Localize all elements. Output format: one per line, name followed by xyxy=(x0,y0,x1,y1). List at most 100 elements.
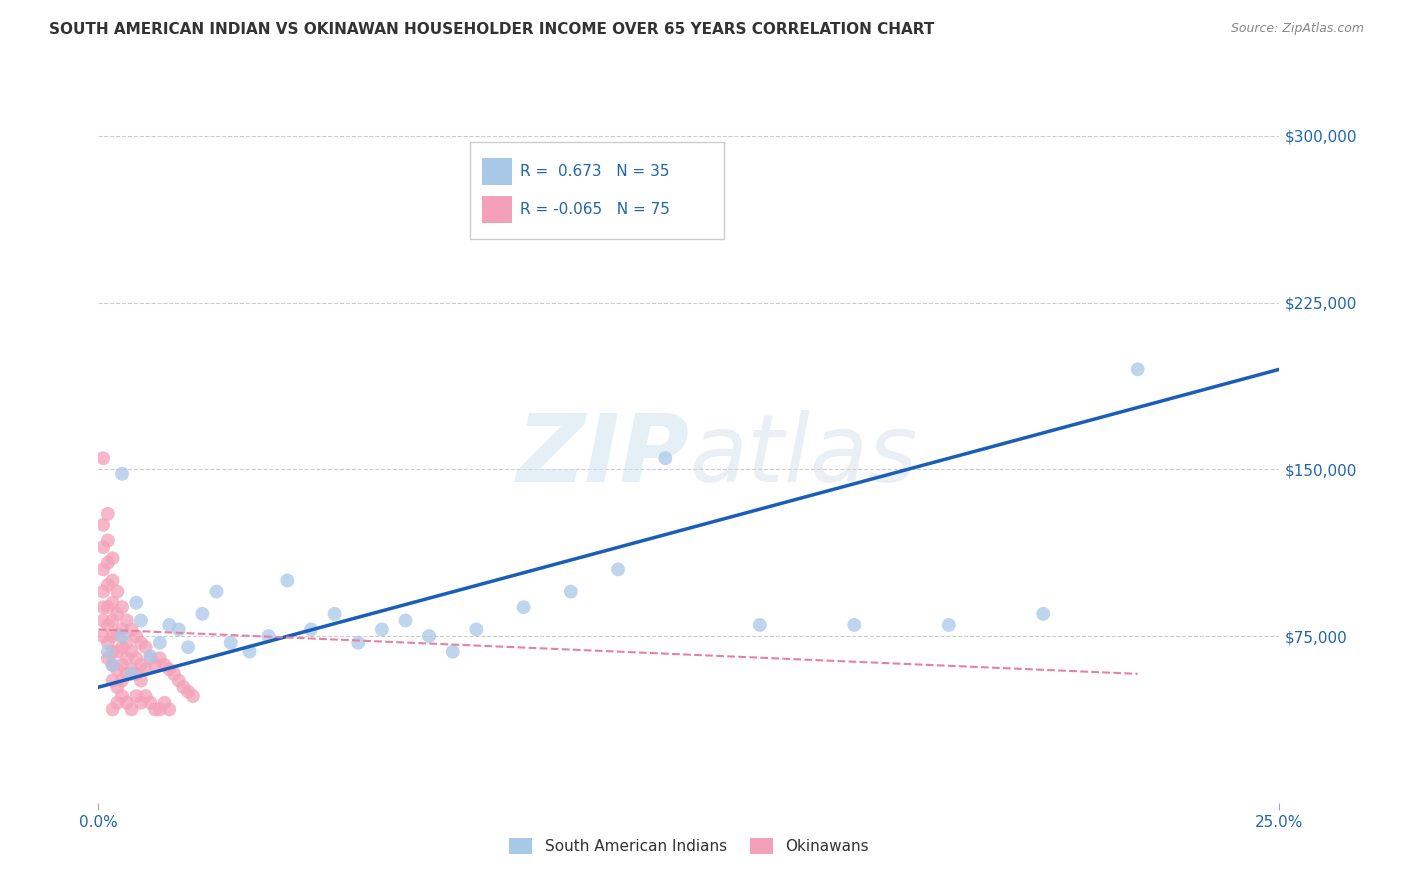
Point xyxy=(205,584,228,599)
Text: R = -0.065   N = 75: R = -0.065 N = 75 xyxy=(520,202,669,217)
Point xyxy=(111,623,134,637)
Point xyxy=(125,666,148,681)
Point xyxy=(111,467,134,481)
Bar xyxy=(482,196,512,223)
Point xyxy=(91,600,114,615)
Point xyxy=(149,651,172,665)
Point xyxy=(172,680,194,694)
Point xyxy=(97,618,120,632)
Point xyxy=(111,673,134,688)
Bar xyxy=(482,158,512,185)
Point xyxy=(101,645,124,659)
Point xyxy=(91,614,114,628)
Point xyxy=(157,662,180,676)
Point xyxy=(115,696,138,710)
Point xyxy=(139,651,162,665)
Point xyxy=(91,517,114,532)
Point xyxy=(143,657,166,672)
Text: atlas: atlas xyxy=(689,410,917,501)
Point xyxy=(276,574,298,588)
Point xyxy=(105,696,128,710)
Point xyxy=(149,636,172,650)
Point xyxy=(135,689,157,703)
Point xyxy=(91,540,114,554)
Point xyxy=(139,696,162,710)
Point xyxy=(129,696,152,710)
Point xyxy=(177,684,200,698)
Point xyxy=(91,629,114,643)
Point xyxy=(101,673,124,688)
Point xyxy=(105,627,128,641)
Text: SOUTH AMERICAN INDIAN VS OKINAWAN HOUSEHOLDER INCOME OVER 65 YEARS CORRELATION C: SOUTH AMERICAN INDIAN VS OKINAWAN HOUSEH… xyxy=(49,22,935,37)
Point xyxy=(135,640,157,655)
Point xyxy=(125,596,148,610)
Point xyxy=(177,640,200,655)
Point xyxy=(105,584,128,599)
Point xyxy=(441,645,464,659)
Point xyxy=(121,666,143,681)
Point xyxy=(167,623,190,637)
Point xyxy=(101,702,124,716)
Point xyxy=(105,607,128,621)
Point xyxy=(115,666,138,681)
Point xyxy=(129,657,152,672)
Point xyxy=(121,702,143,716)
Point xyxy=(115,636,138,650)
Point xyxy=(115,614,138,628)
Point xyxy=(91,562,114,576)
Point xyxy=(115,651,138,665)
Point xyxy=(1032,607,1054,621)
Point xyxy=(323,607,346,621)
Point xyxy=(157,618,180,632)
Point xyxy=(299,623,322,637)
Point xyxy=(938,618,960,632)
Point xyxy=(125,629,148,643)
Point xyxy=(157,702,180,716)
Text: ZIP: ZIP xyxy=(516,410,689,502)
Point xyxy=(654,451,676,466)
Point xyxy=(139,649,162,664)
Point xyxy=(91,584,114,599)
Point xyxy=(101,574,124,588)
Point xyxy=(97,556,120,570)
Point xyxy=(748,618,770,632)
Text: R =  0.673   N = 35: R = 0.673 N = 35 xyxy=(520,164,669,178)
Point xyxy=(97,578,120,592)
Point xyxy=(347,636,370,650)
Point xyxy=(121,645,143,659)
Point xyxy=(560,584,582,599)
Point xyxy=(465,623,488,637)
Point xyxy=(121,662,143,676)
Point xyxy=(97,600,120,615)
Point xyxy=(607,562,630,576)
Point xyxy=(167,673,190,688)
Point xyxy=(111,689,134,703)
Point xyxy=(101,657,124,672)
Point xyxy=(257,629,280,643)
Point xyxy=(105,645,128,659)
Point xyxy=(129,673,152,688)
Point xyxy=(163,666,186,681)
Point xyxy=(418,629,440,643)
Point xyxy=(97,636,120,650)
Point xyxy=(394,614,416,628)
Point xyxy=(143,702,166,716)
Point xyxy=(239,645,262,659)
Point xyxy=(149,702,172,716)
Point xyxy=(97,651,120,665)
Point xyxy=(844,618,866,632)
Point xyxy=(97,533,120,548)
Bar xyxy=(471,142,724,239)
Point xyxy=(101,629,124,643)
Point xyxy=(153,696,176,710)
Legend: South American Indians, Okinawans: South American Indians, Okinawans xyxy=(503,832,875,860)
Point xyxy=(97,645,120,659)
Point xyxy=(101,614,124,628)
Point xyxy=(125,689,148,703)
Point xyxy=(125,651,148,665)
Point xyxy=(181,689,204,703)
Point xyxy=(105,680,128,694)
Point xyxy=(191,607,214,621)
Point xyxy=(101,657,124,672)
Point xyxy=(101,551,124,566)
